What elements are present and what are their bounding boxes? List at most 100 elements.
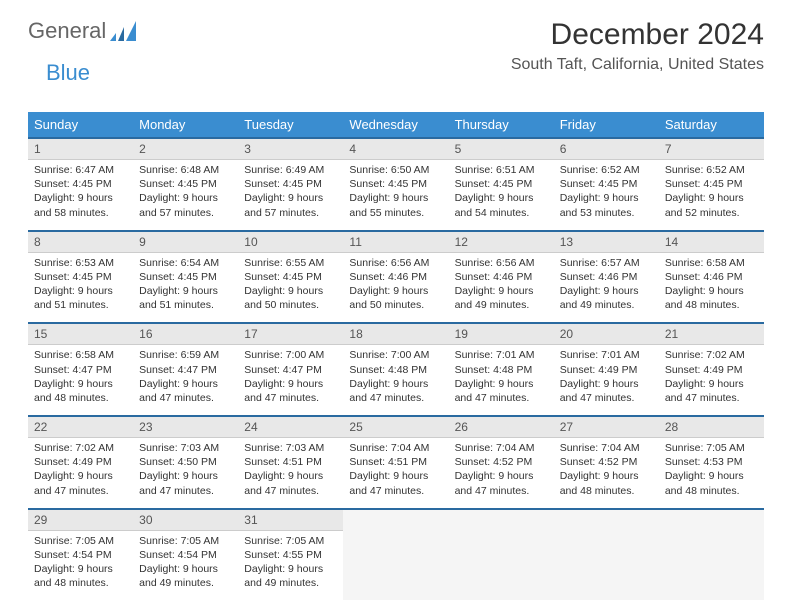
info-cell-11: Sunrise: 6:56 AMSunset: 4:46 PMDaylight:… [343, 252, 448, 323]
daylight-line: Daylight: 9 hours and 50 minutes. [349, 284, 442, 312]
daylight-line: Daylight: 9 hours and 50 minutes. [244, 284, 337, 312]
logo-chart-icon [110, 21, 138, 41]
daylight-line: Daylight: 9 hours and 54 minutes. [455, 191, 548, 219]
daylight-line: Daylight: 9 hours and 51 minutes. [34, 284, 127, 312]
day-header-saturday: Saturday [659, 112, 764, 138]
daylight-line: Daylight: 9 hours and 47 minutes. [139, 469, 232, 497]
info-cell-29: Sunrise: 7:05 AMSunset: 4:54 PMDaylight:… [28, 530, 133, 600]
daylight-line: Daylight: 9 hours and 58 minutes. [34, 191, 127, 219]
sunrise-line: Sunrise: 6:51 AM [455, 163, 548, 177]
sunset-line: Sunset: 4:45 PM [244, 177, 337, 191]
day-header-wednesday: Wednesday [343, 112, 448, 138]
daylight-line: Daylight: 9 hours and 51 minutes. [139, 284, 232, 312]
sunrise-line: Sunrise: 6:49 AM [244, 163, 337, 177]
daylight-line: Daylight: 9 hours and 48 minutes. [665, 284, 758, 312]
info-cell-27: Sunrise: 7:04 AMSunset: 4:52 PMDaylight:… [554, 438, 659, 509]
daylight-line: Daylight: 9 hours and 49 minutes. [455, 284, 548, 312]
empty-cell [343, 530, 448, 600]
info-cell-1: Sunrise: 6:47 AMSunset: 4:45 PMDaylight:… [28, 160, 133, 231]
daylight-line: Daylight: 9 hours and 49 minutes. [139, 562, 232, 590]
day-header-sunday: Sunday [28, 112, 133, 138]
logo-word2: Blue [46, 60, 90, 85]
daylight-line: Daylight: 9 hours and 47 minutes. [665, 377, 758, 405]
daylight-line: Daylight: 9 hours and 47 minutes. [560, 377, 653, 405]
daylight-line: Daylight: 9 hours and 47 minutes. [349, 469, 442, 497]
info-cell-17: Sunrise: 7:00 AMSunset: 4:47 PMDaylight:… [238, 345, 343, 416]
info-cell-2: Sunrise: 6:48 AMSunset: 4:45 PMDaylight:… [133, 160, 238, 231]
info-cell-15: Sunrise: 6:58 AMSunset: 4:47 PMDaylight:… [28, 345, 133, 416]
sunrise-line: Sunrise: 6:48 AM [139, 163, 232, 177]
sunrise-line: Sunrise: 7:00 AM [349, 348, 442, 362]
sunrise-line: Sunrise: 6:54 AM [139, 256, 232, 270]
sunrise-line: Sunrise: 6:59 AM [139, 348, 232, 362]
sunset-line: Sunset: 4:45 PM [560, 177, 653, 191]
sunrise-line: Sunrise: 7:05 AM [34, 534, 127, 548]
sunrise-line: Sunrise: 6:58 AM [665, 256, 758, 270]
sunrise-line: Sunrise: 7:01 AM [455, 348, 548, 362]
info-cell-4: Sunrise: 6:50 AMSunset: 4:45 PMDaylight:… [343, 160, 448, 231]
sunset-line: Sunset: 4:55 PM [244, 548, 337, 562]
sunset-line: Sunset: 4:52 PM [560, 455, 653, 469]
empty-cell [343, 509, 448, 531]
info-cell-9: Sunrise: 6:54 AMSunset: 4:45 PMDaylight:… [133, 252, 238, 323]
sunset-line: Sunset: 4:49 PM [560, 363, 653, 377]
date-cell-3: 3 [238, 138, 343, 160]
sunset-line: Sunset: 4:46 PM [560, 270, 653, 284]
sunset-line: Sunset: 4:46 PM [665, 270, 758, 284]
daylight-line: Daylight: 9 hours and 47 minutes. [455, 377, 548, 405]
daylight-line: Daylight: 9 hours and 53 minutes. [560, 191, 653, 219]
date-cell-23: 23 [133, 416, 238, 438]
daylight-line: Daylight: 9 hours and 52 minutes. [665, 191, 758, 219]
sunrise-line: Sunrise: 7:05 AM [665, 441, 758, 455]
sunset-line: Sunset: 4:45 PM [34, 270, 127, 284]
info-cell-30: Sunrise: 7:05 AMSunset: 4:54 PMDaylight:… [133, 530, 238, 600]
week-2-date-row: 15161718192021 [28, 323, 764, 345]
sunrise-line: Sunrise: 6:52 AM [560, 163, 653, 177]
info-cell-31: Sunrise: 7:05 AMSunset: 4:55 PMDaylight:… [238, 530, 343, 600]
sunset-line: Sunset: 4:51 PM [244, 455, 337, 469]
date-cell-27: 27 [554, 416, 659, 438]
sunrise-line: Sunrise: 7:05 AM [244, 534, 337, 548]
empty-cell [554, 509, 659, 531]
date-cell-24: 24 [238, 416, 343, 438]
sunset-line: Sunset: 4:45 PM [139, 177, 232, 191]
info-cell-14: Sunrise: 6:58 AMSunset: 4:46 PMDaylight:… [659, 252, 764, 323]
date-cell-14: 14 [659, 231, 764, 253]
daylight-line: Daylight: 9 hours and 47 minutes. [139, 377, 232, 405]
date-cell-31: 31 [238, 509, 343, 531]
sunset-line: Sunset: 4:54 PM [139, 548, 232, 562]
date-cell-4: 4 [343, 138, 448, 160]
info-cell-13: Sunrise: 6:57 AMSunset: 4:46 PMDaylight:… [554, 252, 659, 323]
info-cell-8: Sunrise: 6:53 AMSunset: 4:45 PMDaylight:… [28, 252, 133, 323]
sunset-line: Sunset: 4:45 PM [665, 177, 758, 191]
date-cell-26: 26 [449, 416, 554, 438]
week-3-info-row: Sunrise: 7:02 AMSunset: 4:49 PMDaylight:… [28, 438, 764, 509]
daylight-line: Daylight: 9 hours and 47 minutes. [244, 377, 337, 405]
day-header-monday: Monday [133, 112, 238, 138]
info-cell-28: Sunrise: 7:05 AMSunset: 4:53 PMDaylight:… [659, 438, 764, 509]
date-cell-28: 28 [659, 416, 764, 438]
empty-cell [449, 509, 554, 531]
info-cell-12: Sunrise: 6:56 AMSunset: 4:46 PMDaylight:… [449, 252, 554, 323]
sunrise-line: Sunrise: 6:50 AM [349, 163, 442, 177]
sunset-line: Sunset: 4:45 PM [349, 177, 442, 191]
daylight-line: Daylight: 9 hours and 47 minutes. [244, 469, 337, 497]
empty-cell [659, 530, 764, 600]
sunset-line: Sunset: 4:48 PM [349, 363, 442, 377]
week-0-date-row: 1234567 [28, 138, 764, 160]
sunrise-line: Sunrise: 7:00 AM [244, 348, 337, 362]
sunrise-line: Sunrise: 6:53 AM [34, 256, 127, 270]
info-cell-24: Sunrise: 7:03 AMSunset: 4:51 PMDaylight:… [238, 438, 343, 509]
daylight-line: Daylight: 9 hours and 48 minutes. [34, 377, 127, 405]
daylight-line: Daylight: 9 hours and 48 minutes. [665, 469, 758, 497]
date-cell-2: 2 [133, 138, 238, 160]
info-cell-6: Sunrise: 6:52 AMSunset: 4:45 PMDaylight:… [554, 160, 659, 231]
week-4-date-row: 293031 [28, 509, 764, 531]
daylight-line: Daylight: 9 hours and 49 minutes. [560, 284, 653, 312]
date-cell-11: 11 [343, 231, 448, 253]
week-2-info-row: Sunrise: 6:58 AMSunset: 4:47 PMDaylight:… [28, 345, 764, 416]
day-header-thursday: Thursday [449, 112, 554, 138]
info-cell-3: Sunrise: 6:49 AMSunset: 4:45 PMDaylight:… [238, 160, 343, 231]
daylight-line: Daylight: 9 hours and 48 minutes. [34, 562, 127, 590]
sunset-line: Sunset: 4:50 PM [139, 455, 232, 469]
